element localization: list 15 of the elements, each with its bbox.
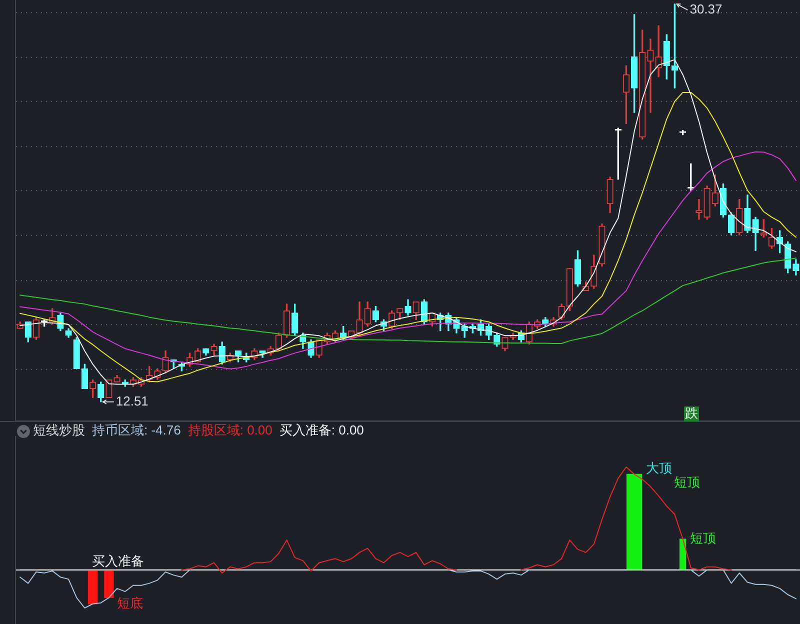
annotation: 短底: [117, 596, 143, 611]
annotation: 短顶: [690, 530, 716, 546]
text: 持币区域: -4.76: [92, 422, 181, 438]
annotation: 12.51: [116, 393, 148, 408]
candlestick: [696, 199, 702, 220]
annotation: 买入准备: [92, 554, 144, 569]
text: 持股区域: 0.00: [188, 422, 272, 438]
chart-title: 短线炒股: [33, 422, 85, 438]
annotation: 跌: [685, 406, 698, 421]
candlestick: [647, 38, 654, 113]
annotation: 大顶: [646, 460, 672, 476]
annotation: 短顶: [674, 474, 700, 490]
text: 买入准备: 0.00: [279, 422, 364, 438]
annotation: 30.37: [690, 2, 722, 17]
candlestick: [655, 25, 662, 78]
